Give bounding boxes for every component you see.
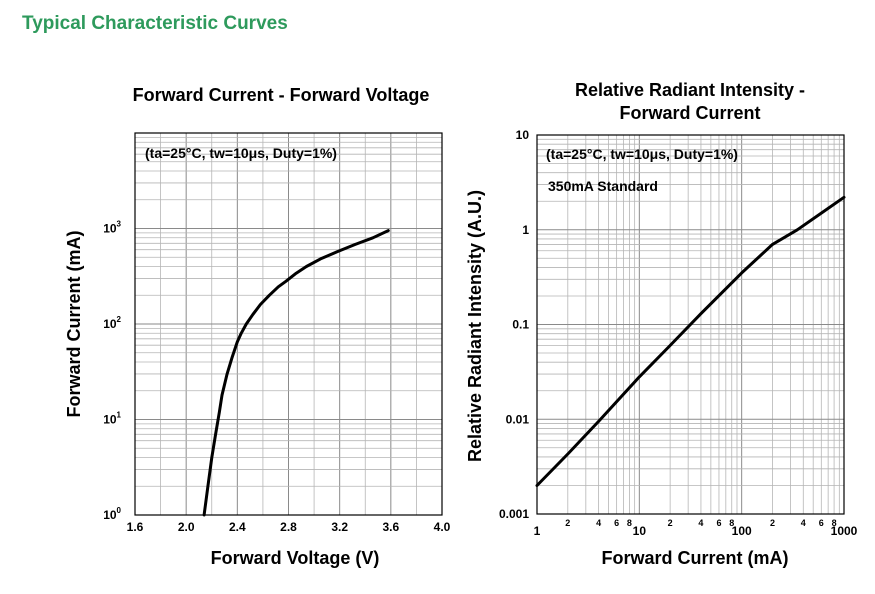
right-x-minor-tick-label: 6 [819,518,824,528]
right-x-minor-tick-label: 8 [832,518,837,528]
relative-radiant-intensity-chart: Relative Radiant Intensity - Forward Cur… [465,80,858,568]
left-y-tick-label: 103 [103,220,121,236]
left-x-tick-label: 2.0 [178,520,195,534]
forward-current-voltage-chart: Forward Current - Forward Voltage (ta=25… [64,85,451,568]
left-x-tick-label: 4.0 [434,520,451,534]
left-chart-title: Forward Current - Forward Voltage [133,85,430,105]
right-chart-y-label: Relative Radiant Intensity (A.U.) [465,190,485,462]
right-y-tick-label: 0.1 [512,318,529,332]
left-chart-frame [134,132,443,516]
left-y-tick-label: 100 [103,506,121,522]
left-x-tick-label: 2.8 [280,520,297,534]
right-x-minor-tick-label: 2 [565,518,570,528]
left-x-tick-label: 2.4 [229,520,246,534]
right-x-minor-tick-label: 6 [614,518,619,528]
right-chart-annotation-standard: 350mA Standard [548,178,658,194]
left-y-tick-exponent: 3 [117,220,122,229]
left-chart-x-ticks: 1.6 2.0 2.4 2.8 3.2 3.6 4.0 [127,520,451,534]
right-x-minor-tick-label: 4 [698,518,703,528]
right-chart-series-line [535,195,846,487]
right-chart-frame [536,134,845,515]
right-y-tick-label: 10 [516,128,530,142]
left-y-tick-exponent: 0 [117,506,122,515]
left-y-tick-label: 102 [103,315,121,331]
right-chart-x-label: Forward Current (mA) [601,548,788,568]
left-y-tick-label: 101 [103,411,121,427]
right-x-tick-label: 10 [633,524,647,538]
left-chart-grid [134,133,443,516]
right-x-tick-label: 100 [732,524,752,538]
right-chart-title-line-1: Relative Radiant Intensity - [575,80,805,100]
left-chart-annotation: (ta=25°C, tw=10μs, Duty=1%) [145,145,337,161]
left-x-tick-label: 3.6 [382,520,399,534]
left-x-tick-label: 1.6 [127,520,144,534]
right-x-minor-tick-label: 6 [716,518,721,528]
right-x-minor-tick-label: 4 [801,518,806,528]
left-y-tick-exponent: 1 [117,411,122,420]
right-y-tick-label: 0.001 [499,507,529,521]
right-x-minor-tick-label: 4 [596,518,601,528]
left-chart-y-label: Forward Current (mA) [64,230,84,417]
right-chart-grid [536,135,844,515]
right-x-minor-tick-label: 2 [668,518,673,528]
right-chart-annotation: (ta=25°C, tw=10μs, Duty=1%) [546,146,738,162]
right-x-tick-label: 1 [534,524,541,538]
right-y-tick-label: 0.01 [506,412,530,426]
right-x-minor-tick-label: 8 [729,518,734,528]
page-heading: Typical Characteristic Curves [22,13,288,34]
left-y-tick-exponent: 2 [117,315,122,324]
right-x-minor-tick-label: 8 [627,518,632,528]
right-chart-title-line-2: Forward Current [619,103,760,123]
left-chart-x-label: Forward Voltage (V) [211,548,380,568]
right-chart-y-ticks: 0.001 0.01 0.1 1 10 [499,128,529,521]
left-x-tick-label: 3.2 [331,520,348,534]
right-y-tick-label: 1 [522,223,529,237]
left-chart-series-line [202,229,390,517]
right-x-tick-label: 1000 [831,524,858,538]
right-x-minor-tick-label: 2 [770,518,775,528]
